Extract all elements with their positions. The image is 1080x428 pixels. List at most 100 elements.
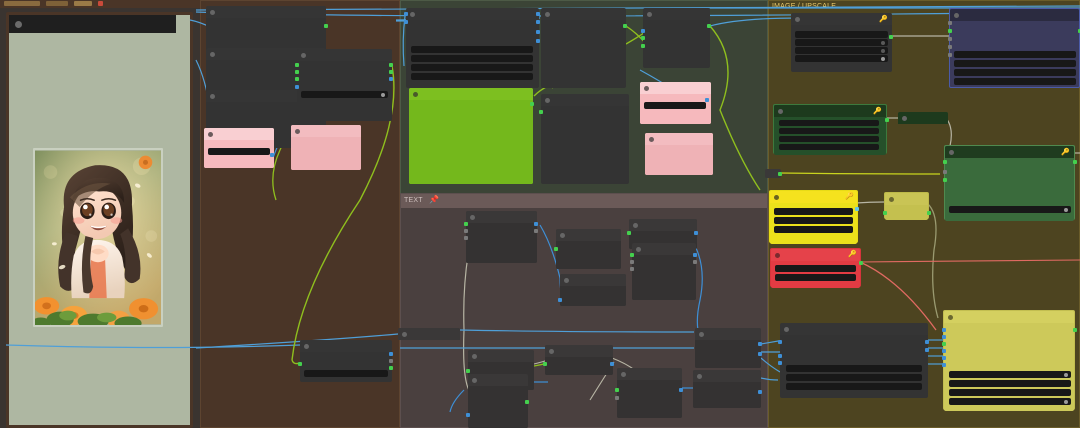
menu-item-blocks-3[interactable] (74, 1, 92, 6)
node-collapse-dot[interactable] (795, 16, 800, 22)
node-header[interactable] (468, 374, 528, 386)
input-port[interactable] (295, 63, 299, 67)
node-widget[interactable] (644, 102, 706, 109)
input-port[interactable] (705, 98, 709, 102)
node-header[interactable] (409, 88, 533, 100)
input-port[interactable] (539, 110, 543, 114)
node[interactable] (630, 243, 697, 300)
node-widget[interactable] (775, 265, 856, 272)
node-widget[interactable] (775, 274, 856, 281)
input-port[interactable] (630, 267, 634, 271)
output-port[interactable] (855, 207, 859, 211)
node-collapse-dot[interactable] (564, 277, 569, 283)
node-collapse-dot[interactable] (889, 196, 894, 202)
preview-widget-row-2[interactable] (9, 24, 176, 33)
node-widget[interactable] (411, 64, 533, 71)
output-port[interactable] (389, 366, 393, 370)
output-port[interactable] (885, 118, 889, 122)
node[interactable] (464, 211, 538, 263)
output-port[interactable] (525, 400, 529, 404)
node-collapse-dot[interactable] (948, 314, 953, 320)
node-widget[interactable] (774, 208, 853, 215)
node-collapse-dot[interactable] (954, 12, 959, 18)
output-port[interactable] (389, 70, 393, 74)
node-header[interactable] (297, 49, 392, 61)
node[interactable] (204, 128, 274, 168)
node-widget[interactable] (954, 60, 1076, 67)
output-port[interactable] (889, 35, 893, 39)
node-header[interactable]: 🔑 (770, 191, 857, 203)
node-collapse-dot[interactable] (902, 115, 907, 121)
node[interactable] (409, 88, 534, 184)
node-collapse-dot[interactable] (778, 108, 783, 114)
input-port[interactable] (641, 44, 645, 48)
widget-knob[interactable] (1064, 207, 1068, 212)
widget-knob[interactable] (1064, 372, 1068, 377)
input-port[interactable] (466, 369, 470, 373)
node[interactable] (883, 192, 931, 220)
close-icon[interactable] (98, 1, 103, 6)
node[interactable] (404, 8, 540, 88)
input-port[interactable] (630, 260, 634, 264)
node-collapse-dot[interactable] (470, 214, 475, 220)
input-port[interactable] (948, 37, 952, 41)
node-widget[interactable] (411, 73, 533, 80)
node-collapse-dot[interactable] (210, 51, 215, 57)
input-port[interactable] (883, 211, 887, 215)
output-port[interactable] (536, 30, 540, 34)
input-port[interactable] (943, 160, 947, 164)
node-header[interactable] (545, 345, 613, 357)
input-port[interactable] (778, 340, 782, 344)
node-collapse-dot[interactable] (560, 232, 565, 238)
input-port[interactable] (464, 236, 468, 240)
output-port[interactable] (758, 352, 762, 356)
node-header[interactable] (560, 274, 626, 286)
node-header[interactable] (617, 368, 682, 380)
node-collapse-dot[interactable] (549, 348, 554, 354)
node-header[interactable] (468, 350, 534, 362)
node-collapse-dot[interactable] (649, 136, 654, 142)
output-port[interactable] (536, 39, 540, 43)
node-collapse-dot[interactable] (699, 331, 704, 337)
input-port[interactable] (942, 328, 946, 332)
input-port[interactable] (630, 253, 634, 257)
node-collapse-dot[interactable] (208, 131, 213, 137)
node-header[interactable] (466, 211, 537, 223)
node-widget[interactable] (786, 374, 922, 381)
output-port[interactable] (389, 352, 393, 356)
node-header[interactable] (629, 219, 697, 231)
input-port[interactable] (948, 45, 952, 49)
output-port[interactable] (1073, 160, 1077, 164)
node-header[interactable] (640, 82, 711, 94)
node[interactable] (778, 323, 929, 398)
input-port[interactable] (948, 29, 952, 33)
node[interactable] (295, 49, 393, 121)
input-port[interactable] (554, 247, 558, 251)
input-port[interactable] (464, 222, 468, 226)
input-port[interactable] (466, 413, 470, 417)
node-header[interactable] (780, 323, 928, 335)
widget-knob[interactable] (1064, 399, 1068, 404)
output-port[interactable] (1078, 29, 1080, 33)
node-collapse-dot[interactable] (636, 246, 641, 252)
output-port[interactable] (389, 359, 393, 363)
group-header-bar[interactable] (401, 194, 767, 208)
input-port[interactable] (942, 349, 946, 353)
node-collapse-dot[interactable] (402, 331, 407, 337)
output-port[interactable] (534, 229, 538, 233)
input-port[interactable] (298, 362, 302, 366)
node-widget[interactable] (795, 55, 888, 62)
input-port[interactable] (942, 356, 946, 360)
image-preview-node[interactable] (6, 12, 193, 428)
node-collapse-dot[interactable] (472, 353, 477, 359)
widget-knob[interactable] (381, 92, 385, 97)
node-collapse-dot[interactable] (697, 373, 702, 379)
widget-knob[interactable] (881, 40, 885, 45)
input-port[interactable] (295, 77, 299, 81)
output-port[interactable] (758, 390, 762, 394)
node-collapse-dot[interactable] (949, 149, 954, 155)
node-widget[interactable] (779, 136, 879, 142)
node[interactable] (558, 274, 626, 306)
output-port[interactable] (536, 20, 540, 24)
